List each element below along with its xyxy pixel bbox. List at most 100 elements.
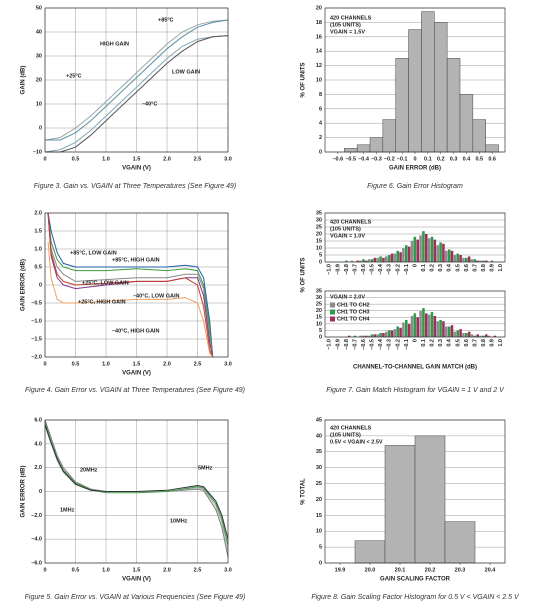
bar <box>433 239 437 262</box>
x-tick-label: –0.1 <box>397 156 408 162</box>
bar <box>450 325 454 337</box>
bar <box>436 245 439 262</box>
y-tick-label: –2.0 <box>31 513 42 519</box>
y-tick-label: 20 <box>316 5 322 11</box>
x-tick-label: 3.0 <box>224 361 232 367</box>
x-tick-label: –0.8 <box>344 339 350 350</box>
bar <box>402 248 405 262</box>
histogram-bar <box>472 119 486 153</box>
x-tick-label: 1.0 <box>102 361 110 367</box>
x-tick-label: 1.0 <box>102 156 110 162</box>
bar <box>376 334 379 337</box>
bar <box>370 334 374 337</box>
y-axis-label: % OF UNITS <box>301 257 307 292</box>
x-axis-label: CHANNEL-TO-CHANNEL GAIN MATCH (dB) <box>353 365 477 371</box>
note-line: 420 CHANNELS <box>330 15 372 21</box>
bar <box>370 259 374 262</box>
annotation: LOW GAIN <box>172 69 200 75</box>
y-tick-label: –2.0 <box>31 354 42 360</box>
bar <box>433 315 437 337</box>
annotation: +85°C, LOW GAIN <box>70 250 117 256</box>
bar <box>382 333 385 337</box>
x-tick-label: 20.3 <box>455 567 466 573</box>
x-tick-label: –0.7 <box>352 264 358 275</box>
y-tick-label: 25 <box>316 224 322 230</box>
y-tick-label: 45 <box>316 417 322 423</box>
x-tick-label: 1.0 <box>102 567 110 573</box>
note-line: (105 UNITS) <box>330 226 361 232</box>
bar <box>350 260 354 262</box>
bar <box>410 315 414 337</box>
bar <box>465 333 468 337</box>
legend-label: CH1 TO CH3 <box>337 309 370 315</box>
bar <box>416 317 419 337</box>
bar <box>453 331 457 337</box>
bar <box>479 260 482 262</box>
x-tick-label: 3.0 <box>224 567 232 573</box>
y-tick-label: –10 <box>33 149 42 155</box>
x-tick-label: –0.5 <box>370 339 376 350</box>
x-tick-label: 1.5 <box>133 156 141 162</box>
bar <box>387 330 391 337</box>
y-tick-label: 35 <box>316 288 322 294</box>
bar <box>399 252 402 262</box>
bar <box>442 243 445 262</box>
bar <box>402 322 405 337</box>
annotation: +25°C, LOW GAIN <box>82 280 129 286</box>
histogram-bar <box>459 94 474 153</box>
bar <box>427 238 431 262</box>
annotation: 20MHz <box>80 467 98 473</box>
y-tick-label: 40 <box>36 29 42 35</box>
legend-label: CH1 TO CH4 <box>337 316 371 322</box>
caption: Figure 3. Gain vs. VGAIN at Three Temper… <box>34 183 236 190</box>
x-tick-label: –0.3 <box>387 339 393 350</box>
bar <box>379 333 382 337</box>
bar <box>405 319 408 337</box>
x-tick-label: 2.5 <box>194 567 202 573</box>
y-tick-label: 0 <box>319 334 322 340</box>
x-tick-label: –0.4 <box>358 156 370 162</box>
bar <box>419 235 422 262</box>
caption: Figure 4. Gain Error vs. VGAIN at Three … <box>25 387 245 394</box>
annotation: +25°C <box>66 73 82 79</box>
bar <box>365 260 368 262</box>
annotation: +25°C, HIGH GAIN <box>78 299 126 305</box>
y-tick-label: 50 <box>36 5 42 11</box>
x-axis-label: GAIN ERROR (dB) <box>389 166 441 172</box>
x-tick-label: –0.5 <box>345 156 356 162</box>
bar <box>470 334 474 337</box>
x-tick-label: 0 <box>412 264 418 267</box>
y-tick-label: –6.0 <box>31 560 42 566</box>
note-line: 0.5V < VGAIN < 2.5V <box>330 439 383 445</box>
annotation: 1MHz <box>60 507 75 513</box>
x-tick-label: 0.2 <box>430 264 436 272</box>
annotation: –40°C <box>142 101 157 107</box>
x-tick-label: –0.5 <box>370 264 376 275</box>
x-tick-label: 0 <box>43 567 46 573</box>
bar <box>482 335 485 337</box>
x-tick-label: 0.4 <box>447 263 453 272</box>
x-tick-label: –0.2 <box>395 264 401 275</box>
x-tick-label: 0.2 <box>430 339 436 347</box>
y-tick-label: –1.0 <box>31 318 42 324</box>
y-tick-label: 8 <box>319 92 322 98</box>
bar <box>436 321 439 337</box>
bar <box>445 326 448 337</box>
y-tick-label: 30 <box>316 217 322 223</box>
note-line: (105 UNITS) <box>330 432 361 438</box>
series-line <box>45 35 229 153</box>
bar <box>467 331 471 337</box>
y-tick-label: –4.0 <box>31 537 42 543</box>
y-tick-label: 5 <box>319 328 322 334</box>
y-tick-label: 12 <box>316 63 322 69</box>
y-tick-label: 0 <box>319 560 322 566</box>
y-tick-label: 2.0 <box>34 465 42 471</box>
y-tick-label: 14 <box>316 49 323 55</box>
x-tick-label: 0.5 <box>455 339 461 347</box>
bar <box>367 335 371 337</box>
y-tick-label: 0 <box>319 149 322 155</box>
bar <box>465 257 468 262</box>
y-tick-label: 0 <box>319 259 322 265</box>
y-tick-label: –1.5 <box>31 336 42 342</box>
x-tick-label: –0.6 <box>332 156 343 162</box>
